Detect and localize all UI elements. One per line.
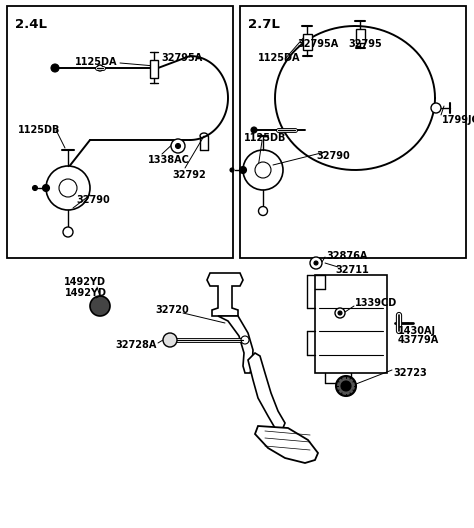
Circle shape bbox=[51, 64, 59, 72]
Text: 32795A: 32795A bbox=[161, 53, 202, 63]
Circle shape bbox=[163, 333, 177, 347]
Text: 1338AC: 1338AC bbox=[148, 155, 190, 165]
Circle shape bbox=[258, 206, 267, 215]
Text: 32792: 32792 bbox=[172, 170, 206, 180]
Circle shape bbox=[310, 257, 322, 269]
Text: 1492YD: 1492YD bbox=[64, 277, 106, 287]
Text: 32728A: 32728A bbox=[115, 340, 156, 350]
Text: 43779A: 43779A bbox=[398, 335, 439, 345]
Bar bbox=[240, 6, 466, 258]
Text: 32723: 32723 bbox=[393, 368, 427, 378]
Circle shape bbox=[59, 179, 77, 197]
Text: 1125DA: 1125DA bbox=[75, 57, 118, 67]
Bar bbox=[7, 6, 233, 258]
Bar bbox=[150, 60, 158, 78]
Text: 32795A: 32795A bbox=[297, 39, 338, 49]
Text: 2.4L: 2.4L bbox=[15, 18, 47, 31]
Circle shape bbox=[255, 162, 271, 178]
Circle shape bbox=[338, 311, 342, 315]
Circle shape bbox=[243, 150, 283, 190]
Circle shape bbox=[90, 296, 110, 316]
Circle shape bbox=[97, 65, 103, 71]
Text: 1492YD: 1492YD bbox=[65, 288, 107, 298]
Text: 32790: 32790 bbox=[316, 151, 350, 161]
Text: 1799JC: 1799JC bbox=[442, 115, 474, 125]
Polygon shape bbox=[255, 426, 318, 463]
Text: 1339CD: 1339CD bbox=[355, 298, 397, 308]
Polygon shape bbox=[248, 353, 285, 428]
Circle shape bbox=[33, 185, 37, 191]
Text: 1430AJ: 1430AJ bbox=[398, 326, 436, 336]
Bar bbox=[303, 34, 312, 50]
Bar bbox=[315, 275, 387, 373]
Circle shape bbox=[341, 381, 351, 391]
Text: 1125DA: 1125DA bbox=[258, 53, 301, 63]
Polygon shape bbox=[207, 273, 243, 316]
Circle shape bbox=[241, 336, 249, 344]
Circle shape bbox=[46, 166, 90, 210]
Circle shape bbox=[175, 144, 181, 148]
Circle shape bbox=[431, 103, 441, 113]
Circle shape bbox=[63, 227, 73, 237]
Text: 1125DB: 1125DB bbox=[244, 133, 286, 143]
Circle shape bbox=[239, 166, 246, 174]
Text: 32876A: 32876A bbox=[326, 251, 367, 261]
Text: 32711: 32711 bbox=[335, 265, 369, 275]
Text: 32790: 32790 bbox=[76, 195, 110, 205]
Text: 32795: 32795 bbox=[348, 39, 382, 49]
Text: 1125DB: 1125DB bbox=[18, 125, 60, 135]
Text: 32720: 32720 bbox=[155, 305, 189, 315]
Text: 2.7L: 2.7L bbox=[248, 18, 280, 31]
Circle shape bbox=[43, 184, 49, 192]
Circle shape bbox=[171, 139, 185, 153]
Circle shape bbox=[314, 261, 318, 265]
Circle shape bbox=[251, 127, 257, 133]
Polygon shape bbox=[218, 316, 253, 373]
Circle shape bbox=[335, 308, 345, 318]
Circle shape bbox=[336, 376, 356, 396]
Bar bbox=[356, 29, 365, 43]
Circle shape bbox=[230, 168, 234, 172]
